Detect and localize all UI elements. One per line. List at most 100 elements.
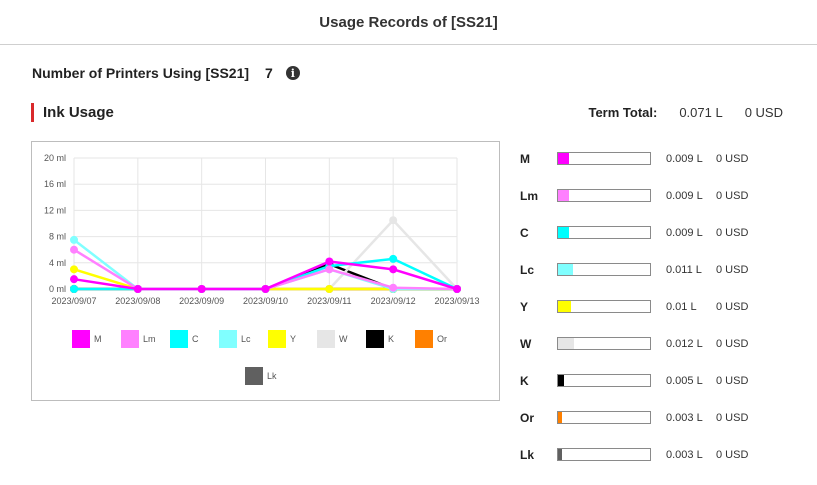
- legend-label-y: Y: [290, 334, 296, 344]
- term-total: Term Total: 0.071 L 0 USD: [588, 102, 783, 122]
- ink-code: Lc: [520, 262, 535, 277]
- printer-count-value: 7: [265, 65, 273, 81]
- ink-code: C: [520, 225, 529, 240]
- legend-swatch-y: [268, 330, 286, 348]
- x-tick-label: 2023/09/10: [243, 296, 288, 306]
- section-accent-bar: [31, 102, 34, 122]
- ink-usd: 0 USD: [716, 152, 749, 165]
- y-tick-label: 8 ml: [49, 232, 66, 242]
- ink-usd: 0 USD: [716, 189, 749, 202]
- data-point-lc: [70, 235, 78, 244]
- ink-level-fill: [558, 227, 570, 238]
- ink-usage-title: Ink Usage: [43, 103, 114, 121]
- x-tick-label: 2023/09/13: [434, 296, 479, 306]
- ink-level-meter: [557, 411, 651, 424]
- ink-level-fill: [558, 264, 573, 275]
- ink-usd: 0 USD: [716, 411, 749, 424]
- usage-row-k: K 0.005 L 0 USD: [520, 362, 800, 399]
- data-point-lm: [70, 245, 78, 254]
- data-point-m: [133, 285, 142, 293]
- usage-row-lc: Lc 0.011 L 0 USD: [520, 251, 800, 288]
- printer-count-label: Number of Printers Using [SS21]: [32, 65, 250, 81]
- printer-count-row: Number of Printers Using [SS21] 7 i: [32, 62, 300, 84]
- ink-level-fill: [558, 449, 562, 460]
- ink-level-meter: [557, 152, 651, 165]
- ink-level-meter: [557, 263, 651, 276]
- ink-liters: 0.011 L: [666, 263, 702, 276]
- term-total-usd: 0 USD: [744, 104, 783, 120]
- ink-usd: 0 USD: [716, 263, 749, 276]
- ink-code: Lk: [520, 447, 535, 462]
- legend-label-lm: Lm: [143, 334, 156, 344]
- x-tick-label: 2023/09/09: [179, 296, 224, 306]
- usage-row-lm: Lm 0.009 L 0 USD: [520, 177, 800, 214]
- ink-usd: 0 USD: [716, 374, 749, 387]
- ink-level-fill: [558, 412, 562, 423]
- ink-code: Y: [520, 299, 529, 314]
- ink-level-meter: [557, 337, 651, 350]
- x-tick-label: 2023/09/11: [307, 296, 351, 306]
- data-point-m: [70, 275, 78, 284]
- ink-liters: 0.012 L: [666, 337, 703, 350]
- ink-code: K: [520, 373, 529, 388]
- y-tick-label: 20 ml: [44, 153, 66, 163]
- usage-row-or: Or 0.003 L 0 USD: [520, 399, 800, 436]
- ink-code: Or: [520, 410, 535, 425]
- y-tick-label: 0 ml: [49, 284, 66, 294]
- ink-usd: 0 USD: [716, 448, 749, 461]
- legend-label-k: K: [388, 334, 394, 344]
- y-tick-label: 16 ml: [44, 179, 66, 189]
- x-tick-label: 2023/09/07: [51, 296, 96, 306]
- data-point-c: [70, 285, 78, 293]
- ink-level-meter: [557, 300, 651, 313]
- legend-label-m: M: [94, 334, 102, 344]
- ink-code: M: [520, 151, 530, 166]
- legend-label-lk: Lk: [267, 371, 277, 381]
- ink-level-fill: [558, 338, 574, 349]
- data-point-y: [325, 285, 334, 293]
- ink-level-fill: [558, 153, 570, 164]
- data-point-lm: [325, 265, 334, 274]
- ink-level-fill: [558, 190, 570, 201]
- x-tick-label: 2023/09/12: [371, 296, 416, 306]
- ink-liters: 0.009 L: [666, 226, 703, 239]
- legend-label-w: W: [339, 334, 348, 344]
- data-point-lm: [389, 283, 398, 292]
- legend-swatch-w: [317, 330, 335, 348]
- usage-row-m: M 0.009 L 0 USD: [520, 140, 800, 177]
- ink-usage-chart: 20 ml 16 ml 12 ml 8 ml 4 ml 0 ml 2023/09/07 202…: [31, 141, 500, 401]
- page-header: Usage Records of [SS21]: [0, 0, 817, 45]
- legend-label-c: C: [192, 334, 199, 344]
- data-point-w: [389, 216, 398, 225]
- ink-liters: 0.009 L: [666, 189, 703, 202]
- ink-usd: 0 USD: [716, 226, 749, 239]
- ink-level-meter: [557, 448, 651, 461]
- data-point-m: [389, 265, 398, 274]
- ink-liters: 0.005 L: [666, 374, 703, 387]
- data-point-c: [389, 254, 398, 263]
- ink-liters: 0.003 L: [666, 448, 703, 461]
- usage-row-y: Y 0.01 L 0 USD: [520, 288, 800, 325]
- term-total-label: Term Total:: [588, 104, 658, 120]
- legend-label-lc: Lc: [241, 334, 251, 344]
- ink-usage-heading: Ink Usage: [31, 102, 114, 122]
- ink-level-meter: [557, 226, 651, 239]
- data-point-m: [325, 257, 334, 266]
- usage-row-lk: Lk 0.003 L 0 USD: [520, 436, 800, 473]
- x-tick-label: 2023/09/08: [115, 296, 160, 306]
- legend-swatch-c: [170, 330, 188, 348]
- page-title: Usage Records of [SS21]: [319, 13, 498, 31]
- ink-code: W: [520, 336, 532, 351]
- legend-swatch-m: [72, 330, 90, 348]
- ink-usd: 0 USD: [716, 300, 749, 313]
- ink-usd: 0 USD: [716, 337, 749, 350]
- ink-level-fill: [558, 375, 565, 386]
- info-icon[interactable]: i: [285, 66, 300, 80]
- usage-row-c: C 0.009 L 0 USD: [520, 214, 800, 251]
- ink-liters: 0.003 L: [666, 411, 703, 424]
- data-point-m: [453, 285, 461, 293]
- y-tick-label: 4 ml: [49, 258, 66, 268]
- legend-swatch-lm: [121, 330, 139, 348]
- data-point-y: [70, 265, 78, 274]
- y-tick-label: 12 ml: [44, 205, 66, 215]
